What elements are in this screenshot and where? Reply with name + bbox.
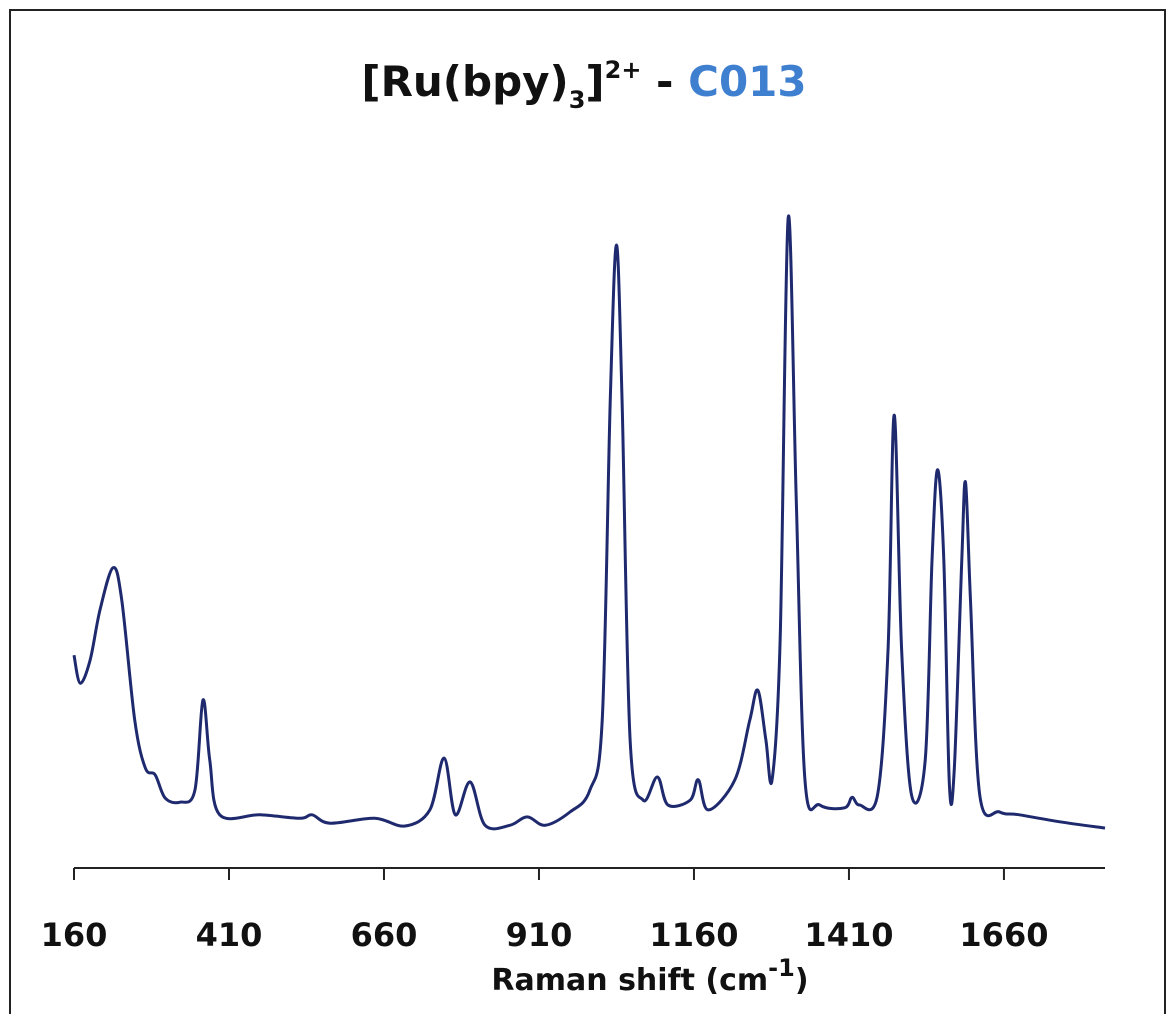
title-highlight: C013 — [688, 57, 807, 106]
title-part: - — [641, 57, 688, 106]
x-label-part: ) — [795, 963, 809, 998]
x-tick-label: 660 — [351, 916, 418, 954]
x-label-part: Raman shift (cm — [491, 963, 768, 998]
x-label-sup: -1 — [768, 954, 795, 982]
x-axis-label: Raman shift (cm-1) — [491, 954, 808, 998]
frame — [9, 9, 1166, 1014]
x-tick-label: 1410 — [804, 916, 893, 954]
x-tick-label: 1660 — [959, 916, 1048, 954]
chart-title: [Ru(bpy)3]2+ - C013 — [361, 56, 806, 114]
spectrum-line — [72, 214, 1106, 831]
x-tick-label: 410 — [196, 916, 263, 954]
title-sup: 2+ — [605, 56, 642, 84]
x-tick-label: 910 — [506, 916, 573, 954]
x-tick-label: 1160 — [649, 916, 738, 954]
title-sub: 3 — [569, 86, 586, 114]
title-part: ] — [585, 57, 604, 106]
title-part: [Ru(bpy) — [361, 57, 568, 106]
x-tick-label: 160 — [41, 916, 108, 954]
